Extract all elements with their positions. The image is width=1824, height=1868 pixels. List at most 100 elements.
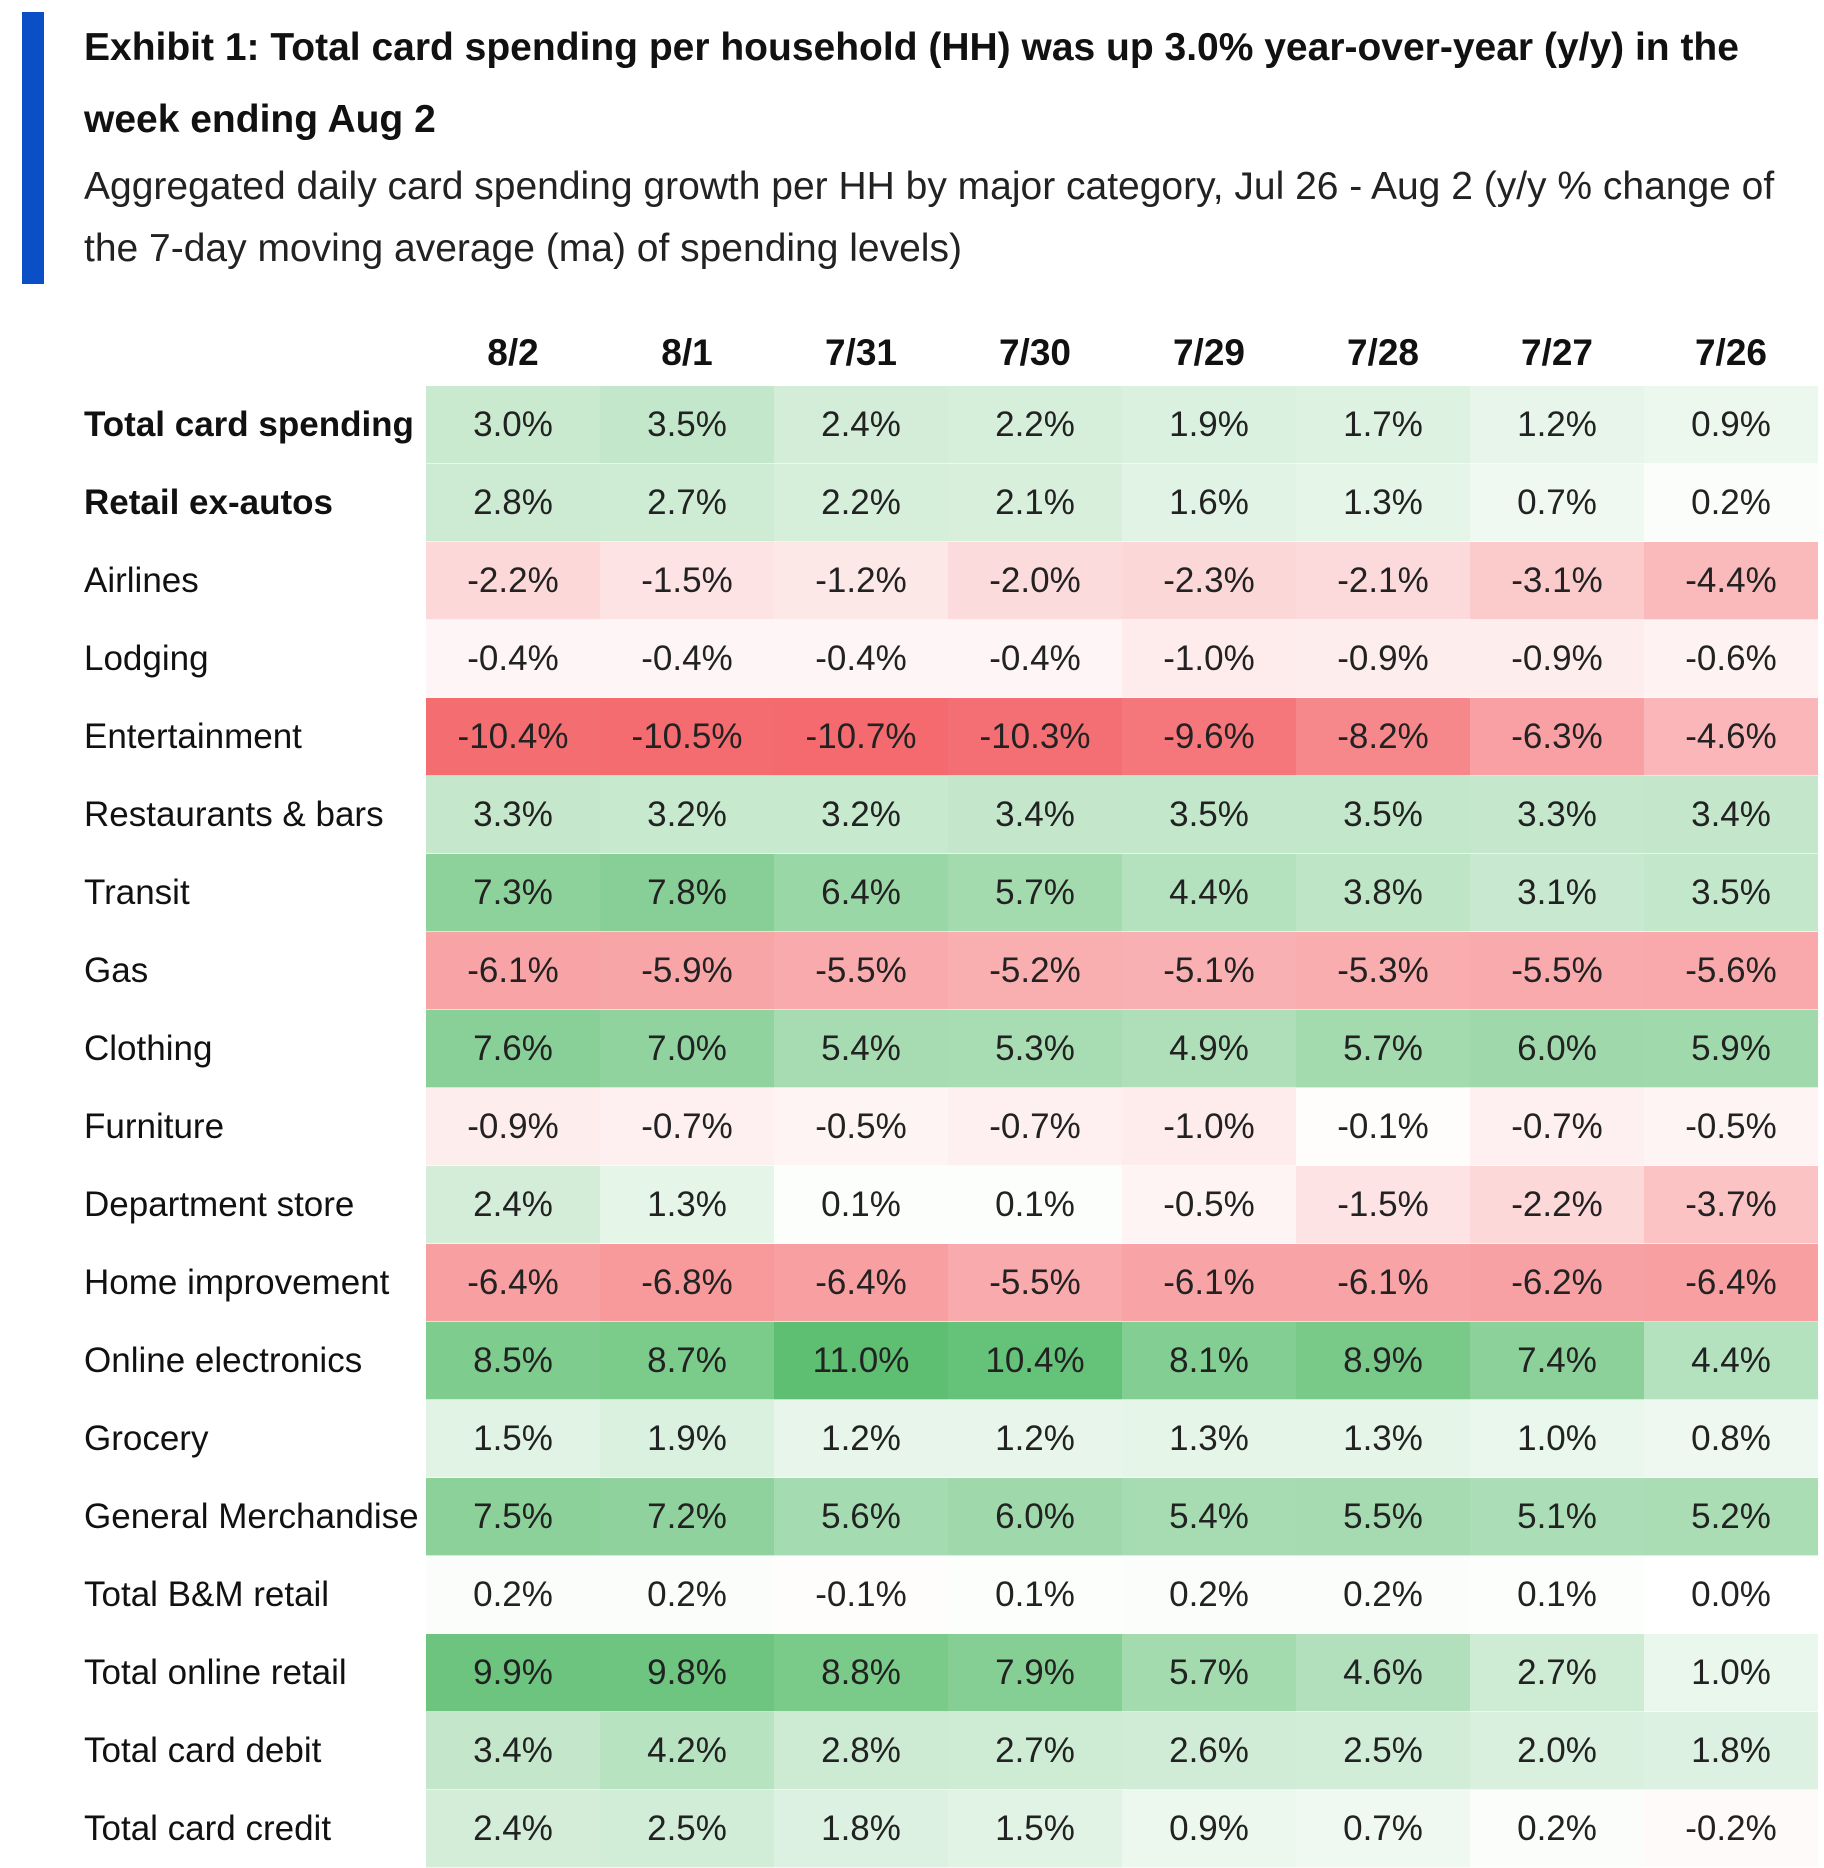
heatmap-cell: 0.2% bbox=[1644, 463, 1818, 542]
column-header-7-30: 7/30 bbox=[998, 332, 1071, 373]
heatmap-cell: 2.5% bbox=[1296, 1711, 1470, 1790]
heatmap-cell: 0.7% bbox=[1296, 1789, 1470, 1868]
row-label: Total online retail bbox=[84, 1652, 347, 1692]
heatmap-cell: -10.4% bbox=[426, 697, 600, 776]
heatmap-cell: 5.1% bbox=[1470, 1477, 1644, 1556]
heatmap-cell: 2.7% bbox=[948, 1711, 1122, 1790]
heatmap-cell: 1.3% bbox=[1296, 1399, 1470, 1478]
heatmap-cell: 7.0% bbox=[600, 1009, 774, 1088]
heatmap-cell: -1.5% bbox=[1296, 1165, 1470, 1244]
heatmap-cell: -0.5% bbox=[1122, 1165, 1296, 1244]
heatmap-cell: -2.2% bbox=[426, 541, 600, 620]
row-label: Airlines bbox=[84, 560, 199, 600]
column-header-7-26: 7/26 bbox=[1694, 332, 1767, 373]
heatmap-cell: 1.0% bbox=[1644, 1633, 1818, 1712]
heatmap-cell: 7.6% bbox=[426, 1009, 600, 1088]
heatmap-cell: 2.1% bbox=[948, 463, 1122, 542]
heatmap-cell: -3.1% bbox=[1470, 541, 1644, 620]
heatmap-cell: -3.7% bbox=[1644, 1165, 1818, 1244]
column-header-7-28: 7/28 bbox=[1346, 332, 1419, 373]
row-label: Department store bbox=[84, 1184, 355, 1224]
heatmap-cell: 3.5% bbox=[1122, 775, 1296, 854]
heatmap-cell: 2.2% bbox=[774, 463, 948, 542]
heatmap-cell: 4.4% bbox=[1122, 853, 1296, 932]
heatmap-cell: 0.0% bbox=[1644, 1555, 1818, 1634]
heatmap-cell: 2.6% bbox=[1122, 1711, 1296, 1790]
exhibit-header: Exhibit 1: Total card spending per house… bbox=[22, 12, 1792, 284]
heatmap-cell: -0.7% bbox=[948, 1087, 1122, 1166]
table-row: Total card spending 3.0% 3.5% 2.4% 2.2% 1.9% 1… bbox=[0, 386, 1818, 464]
column-header-7-27: 7/27 bbox=[1520, 332, 1593, 373]
heatmap-table-container: 8/2 8/1 7/31 7/30 7/29 7/28 7/27 7/26 Total car… bbox=[0, 320, 1824, 1868]
heatmap-cell: 1.3% bbox=[1122, 1399, 1296, 1478]
heatmap-cell: -2.0% bbox=[948, 541, 1122, 620]
heatmap-cell: 4.4% bbox=[1644, 1321, 1818, 1400]
heatmap-cell: 3.3% bbox=[426, 775, 600, 854]
heatmap-cell: 2.0% bbox=[1470, 1711, 1644, 1790]
row-label: Total card debit bbox=[84, 1730, 322, 1770]
heatmap-cell: 2.7% bbox=[600, 463, 774, 542]
heatmap-cell: 0.2% bbox=[1122, 1555, 1296, 1634]
heatmap-body: Total card spending 3.0% 3.5% 2.4% 2.2% 1.9% 1… bbox=[0, 386, 1818, 1868]
heatmap-cell: 7.2% bbox=[600, 1477, 774, 1556]
table-row: Total online retail 9.9% 9.8% 8.8% 7.9% 5.7% 4… bbox=[0, 1633, 1818, 1712]
heatmap-cell: -5.2% bbox=[948, 931, 1122, 1010]
heatmap-cell: 3.3% bbox=[1470, 775, 1644, 854]
heatmap-cell: 1.2% bbox=[774, 1399, 948, 1478]
heatmap-cell: 8.1% bbox=[1122, 1321, 1296, 1400]
heatmap-cell: -10.7% bbox=[774, 697, 948, 776]
heatmap-table: 8/2 8/1 7/31 7/30 7/29 7/28 7/27 7/26 Total car… bbox=[0, 320, 1818, 1868]
heatmap-cell: -5.9% bbox=[600, 931, 774, 1010]
heatmap-cell: 5.4% bbox=[1122, 1477, 1296, 1556]
heatmap-cell: -2.3% bbox=[1122, 541, 1296, 620]
heatmap-cell: -0.9% bbox=[1470, 619, 1644, 698]
heatmap-cell: 3.5% bbox=[600, 386, 774, 464]
heatmap-cell: -5.5% bbox=[1470, 931, 1644, 1010]
table-row: Airlines -2.2% -1.5% -1.2% -2.0% -2.3% -2.1% -3… bbox=[0, 541, 1818, 620]
heatmap-cell: -6.1% bbox=[1122, 1243, 1296, 1322]
heatmap-cell: 0.1% bbox=[948, 1165, 1122, 1244]
heatmap-cell: 8.7% bbox=[600, 1321, 774, 1400]
heatmap-cell: -6.4% bbox=[774, 1243, 948, 1322]
heatmap-cell: -10.3% bbox=[948, 697, 1122, 776]
heatmap-cell: 0.8% bbox=[1644, 1399, 1818, 1478]
heatmap-cell: 0.1% bbox=[948, 1555, 1122, 1634]
heatmap-cell: 3.4% bbox=[948, 775, 1122, 854]
heatmap-cell: 4.6% bbox=[1296, 1633, 1470, 1712]
heatmap-cell: -6.4% bbox=[1644, 1243, 1818, 1322]
heatmap-cell: 0.2% bbox=[426, 1555, 600, 1634]
heatmap-cell: 7.9% bbox=[948, 1633, 1122, 1712]
heatmap-cell: 3.2% bbox=[774, 775, 948, 854]
heatmap-cell: -0.1% bbox=[774, 1555, 948, 1634]
heatmap-cell: 7.3% bbox=[426, 853, 600, 932]
heatmap-cell: -5.5% bbox=[774, 931, 948, 1010]
heatmap-cell: 4.2% bbox=[600, 1711, 774, 1790]
heatmap-cell: -5.1% bbox=[1122, 931, 1296, 1010]
chart-subtitle: Aggregated daily card spending growth pe… bbox=[84, 165, 1775, 270]
heatmap-cell: -1.0% bbox=[1122, 619, 1296, 698]
heatmap-cell: 1.8% bbox=[1644, 1711, 1818, 1790]
heatmap-cell: 5.9% bbox=[1644, 1009, 1818, 1088]
table-row: Clothing 7.6% 7.0% 5.4% 5.3% 4.9% 5.7% 6.0% 5.9% bbox=[0, 1009, 1818, 1088]
heatmap-cell: 0.2% bbox=[1470, 1789, 1644, 1868]
row-label: Transit bbox=[84, 872, 190, 912]
heatmap-cell: -0.6% bbox=[1644, 619, 1818, 698]
table-row: Department store 2.4% 1.3% 0.1% 0.1% -0.5% -1.… bbox=[0, 1165, 1818, 1244]
heatmap-cell: 3.5% bbox=[1644, 853, 1818, 932]
heatmap-cell: 0.1% bbox=[774, 1165, 948, 1244]
heatmap-cell: 9.8% bbox=[600, 1633, 774, 1712]
column-header-row: 8/2 8/1 7/31 7/30 7/29 7/28 7/27 7/26 bbox=[0, 320, 1818, 386]
row-label: Total card credit bbox=[84, 1808, 332, 1848]
row-label: General Merchandise bbox=[84, 1496, 419, 1536]
heatmap-cell: 0.7% bbox=[1470, 463, 1644, 542]
heatmap-cell: 6.4% bbox=[774, 853, 948, 932]
table-row: Furniture -0.9% -0.7% -0.5% -0.7% -1.0% -0.1% -… bbox=[0, 1087, 1818, 1166]
heatmap-cell: 1.9% bbox=[1122, 386, 1296, 464]
heatmap-cell: 1.2% bbox=[948, 1399, 1122, 1478]
heatmap-cell: 3.4% bbox=[426, 1711, 600, 1790]
heatmap-cell: -9.6% bbox=[1122, 697, 1296, 776]
heatmap-cell: 4.9% bbox=[1122, 1009, 1296, 1088]
heatmap-cell: -6.1% bbox=[1296, 1243, 1470, 1322]
heatmap-cell: -1.0% bbox=[1122, 1087, 1296, 1166]
heatmap-cell: 3.2% bbox=[600, 775, 774, 854]
